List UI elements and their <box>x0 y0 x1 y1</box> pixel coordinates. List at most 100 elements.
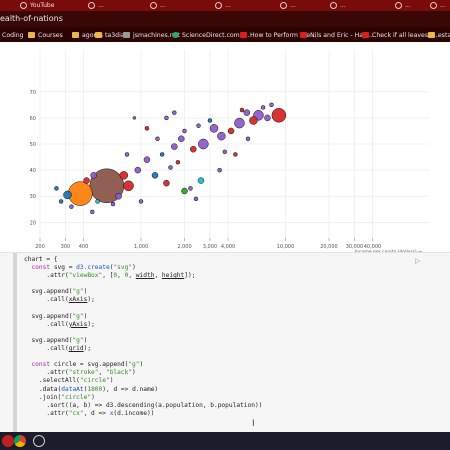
bookmark-label: Coding <box>2 31 24 39</box>
code-line <box>24 305 262 313</box>
x-tick-label: 10,000 <box>277 244 295 250</box>
code-token: , <box>98 369 106 377</box>
y-tick-label: 60 <box>30 116 36 122</box>
bookmark-item[interactable]: Coding <box>2 30 24 40</box>
address-bar[interactable]: ealth-of-nations <box>0 11 450 27</box>
code-token: ) <box>83 288 88 296</box>
tab-label: ... <box>405 2 411 9</box>
code-token: , <box>117 272 125 280</box>
code-token: svg = <box>50 264 77 272</box>
code-token: .call( <box>24 320 69 328</box>
tab-favicon-icon <box>150 2 157 9</box>
data-point <box>193 196 199 202</box>
bookmark-item[interactable]: ScienceDirect.com |... <box>172 30 250 40</box>
bookmark-item[interactable]: jsmachines.net <box>123 30 180 40</box>
x-tick-label: 30,000 <box>346 244 364 250</box>
bookmark-item[interactable]: How to Perform the... <box>240 30 316 40</box>
code-line: .sort((a, b) => d3.descending(a.populati… <box>24 402 262 410</box>
data-point <box>222 149 228 155</box>
data-point <box>209 124 219 133</box>
y-tick-label: 20 <box>30 220 36 226</box>
data-point <box>124 152 130 157</box>
data-point <box>68 181 93 206</box>
bookmark-item[interactable]: Check if all leaves a... <box>362 30 440 40</box>
data-point <box>198 138 209 150</box>
code-token: "g" <box>128 361 140 369</box>
y-tick-label: 30 <box>30 194 36 200</box>
code-line: .call(yAxis); <box>24 321 262 329</box>
code-line: .call(grid); <box>24 345 262 353</box>
bookmark-label: agores <box>82 31 103 39</box>
code-token: "svg" <box>113 264 133 272</box>
data-point <box>172 110 177 115</box>
browser-tab[interactable]: ... <box>88 0 104 11</box>
browser-tab[interactable]: ... <box>395 0 411 11</box>
code-token: "g" <box>72 312 84 320</box>
code-token: , d => <box>83 409 110 417</box>
bookmark-label: ScienceDirect.com |... <box>182 31 250 39</box>
data-point <box>151 172 159 179</box>
code-line: svg.append("g") <box>24 313 262 321</box>
data-point <box>138 199 144 204</box>
url-text[interactable]: ealth-of-nations <box>0 14 63 23</box>
browser-tab[interactable]: ... <box>215 0 231 11</box>
code-token: .attr( <box>24 369 69 377</box>
bookmark-item[interactable]: Courses <box>28 30 63 40</box>
data-point <box>260 105 266 110</box>
data-point <box>168 165 173 170</box>
data-point <box>239 107 245 113</box>
folder-icon <box>428 32 435 38</box>
browser-tab[interactable]: ... <box>430 0 446 11</box>
code-token: dataAt <box>61 385 84 393</box>
data-point <box>245 136 251 142</box>
code-token: ]); <box>184 272 196 280</box>
run-cell-button[interactable]: ▷ <box>415 257 421 265</box>
x-tick-label: 2,000 <box>177 244 191 250</box>
code-token: .attr( <box>24 409 69 417</box>
data-point <box>159 152 165 157</box>
data-point <box>90 172 97 179</box>
code-token: grid <box>68 345 84 353</box>
code-token: ); <box>83 345 92 353</box>
code-token: const <box>31 361 51 369</box>
code-token: circle = svg.append( <box>50 361 129 369</box>
y-tick-label: 50 <box>30 142 36 148</box>
code-token: ) <box>109 377 114 385</box>
bookmark-item[interactable]: ta3dia <box>95 30 125 40</box>
code-line: .call(xAxis); <box>24 296 262 304</box>
data-point <box>83 177 90 184</box>
tab-favicon-icon <box>20 2 27 9</box>
start-icon[interactable] <box>2 435 14 447</box>
code-token: "circle" <box>79 377 110 385</box>
code-token: , <box>154 272 162 280</box>
bookmark-item[interactable]: Nils and Eric - Hap... <box>300 30 373 40</box>
code-cell[interactable]: ▷ chart = { const svg = d3.create("svg")… <box>0 252 450 432</box>
code-editor[interactable]: chart = { const svg = d3.create("svg") .… <box>24 256 262 418</box>
data-point <box>217 131 226 141</box>
browser-tab[interactable]: ... <box>280 0 296 11</box>
code-token: d3.create <box>76 264 110 272</box>
data-point <box>119 171 129 180</box>
code-token: 1800 <box>87 385 103 393</box>
bookmark-item[interactable]: agores <box>72 30 103 40</box>
browser-tab[interactable]: ... <box>150 0 166 11</box>
data-point <box>181 187 188 195</box>
data-point <box>115 192 122 200</box>
browser-tab[interactable]: YouTube <box>20 0 54 11</box>
data-point <box>54 186 59 191</box>
bookmark-label: estar <box>438 31 450 39</box>
bookmark-label: ta3dia <box>105 31 125 39</box>
code-token: .sort((a, b) => d3.descending(a.populati… <box>24 401 263 409</box>
code-token: "circle" <box>61 393 92 401</box>
data-point <box>182 128 187 134</box>
bookmark-item[interactable]: estar <box>428 30 450 40</box>
settings-gear-icon[interactable] <box>33 435 45 447</box>
tab-label: ... <box>440 2 446 9</box>
bookmark-label: Courses <box>38 31 63 39</box>
code-line: .attr("viewBox", [0, 0, width, height]); <box>24 272 262 280</box>
code-token: chart = { <box>24 256 58 263</box>
code-token: yAxis <box>68 320 88 328</box>
code-token: width <box>135 272 155 280</box>
browser-tab[interactable]: ... <box>330 0 346 11</box>
chrome-icon[interactable] <box>14 435 26 447</box>
